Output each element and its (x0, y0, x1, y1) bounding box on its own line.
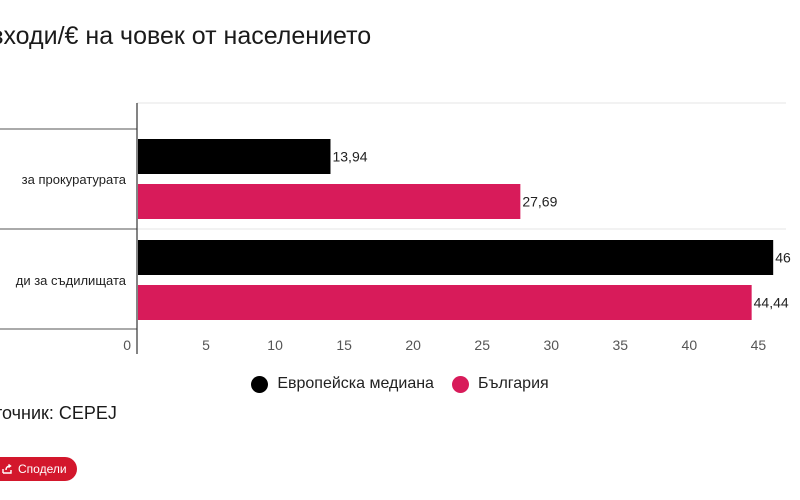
x-tick-label: 15 (336, 337, 352, 353)
category-label: ди за съдилищата (16, 273, 127, 288)
category-label: за прокуратурата (22, 172, 127, 187)
x-tick-label: 0 (123, 337, 131, 353)
x-tick-label: 30 (543, 337, 559, 353)
bar (138, 184, 521, 219)
legend-swatch-european-median (251, 375, 269, 393)
data-label: 27,69 (522, 194, 557, 210)
legend-item-bulgaria[interactable]: България (451, 375, 549, 393)
chart-legend: Европейска медиана България (0, 375, 800, 393)
data-label: 13,94 (332, 149, 367, 165)
x-tick-label: 10 (267, 337, 283, 353)
bar (138, 285, 752, 320)
legend-label-bulgaria: България (477, 375, 549, 392)
bar (138, 139, 331, 174)
share-label: Сподели (18, 462, 67, 476)
share-icon (2, 464, 13, 474)
x-tick-label: 35 (613, 337, 629, 353)
data-label: 46 (775, 250, 791, 266)
bar-chart: 0 5 10 15 20 25 30 35 40 45 за прокуратурата 13,94 2… (0, 102, 791, 354)
legend-item-european-median[interactable]: Европейска медиана (251, 375, 434, 393)
chart-title: зходи/€ на човек от населението (0, 22, 372, 50)
legend-swatch-bulgaria (451, 375, 469, 393)
x-tick-label: 20 (405, 337, 421, 353)
x-tick-label: 40 (682, 337, 698, 353)
share-button[interactable]: Сподели (0, 457, 77, 481)
source-note: точник: CEPEJ (0, 403, 117, 423)
x-tick-label: 25 (474, 337, 490, 353)
x-tick-label: 5 (202, 337, 210, 353)
x-tick-label: 45 (751, 337, 767, 353)
data-label: 44,44 (754, 295, 789, 311)
legend-label-european-median: Европейска медиана (277, 375, 434, 392)
bar (138, 240, 774, 275)
